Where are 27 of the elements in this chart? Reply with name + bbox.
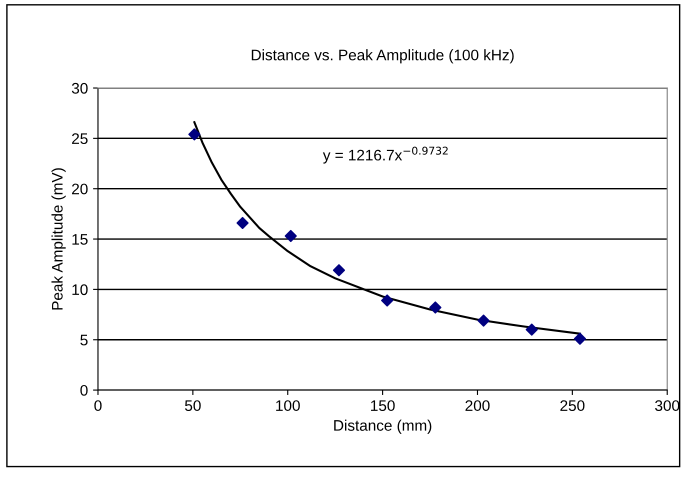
x-tick-label: 50 bbox=[184, 400, 201, 412]
y-tick-label: 5 bbox=[80, 334, 88, 346]
annotation: y = 1216.7x$^{−0.9732}$ bbox=[322, 146, 448, 164]
x-axis-title: Distance (mm) bbox=[334, 420, 432, 434]
point bbox=[284, 230, 297, 242]
point bbox=[188, 128, 200, 140]
point bbox=[574, 332, 586, 345]
x-tick-label: 0 bbox=[94, 400, 102, 412]
y-tick-label: 25 bbox=[72, 133, 88, 144]
x-tick-label: 300 bbox=[655, 400, 680, 412]
x-tick-label: 150 bbox=[371, 400, 395, 412]
x-tick-label: 100 bbox=[276, 400, 300, 412]
y-tick-label: 15 bbox=[72, 234, 88, 245]
point bbox=[381, 294, 394, 307]
point bbox=[332, 264, 346, 276]
point bbox=[429, 301, 442, 314]
y-tick-label: 0 bbox=[80, 384, 88, 396]
y-tick-label: 30 bbox=[72, 82, 88, 94]
x-tick-label: 200 bbox=[466, 400, 490, 412]
y-axis-title: Peak Amplitude (mV) bbox=[51, 168, 66, 310]
y-tick-label: 10 bbox=[72, 284, 88, 296]
y-tick-label: 20 bbox=[72, 184, 88, 194]
point bbox=[526, 324, 538, 336]
chart-title: Distance vs. Peak Amplitude (100 kHz) bbox=[252, 49, 514, 64]
x-tick-label: 250 bbox=[560, 400, 585, 412]
point bbox=[477, 314, 490, 327]
point bbox=[236, 216, 249, 230]
